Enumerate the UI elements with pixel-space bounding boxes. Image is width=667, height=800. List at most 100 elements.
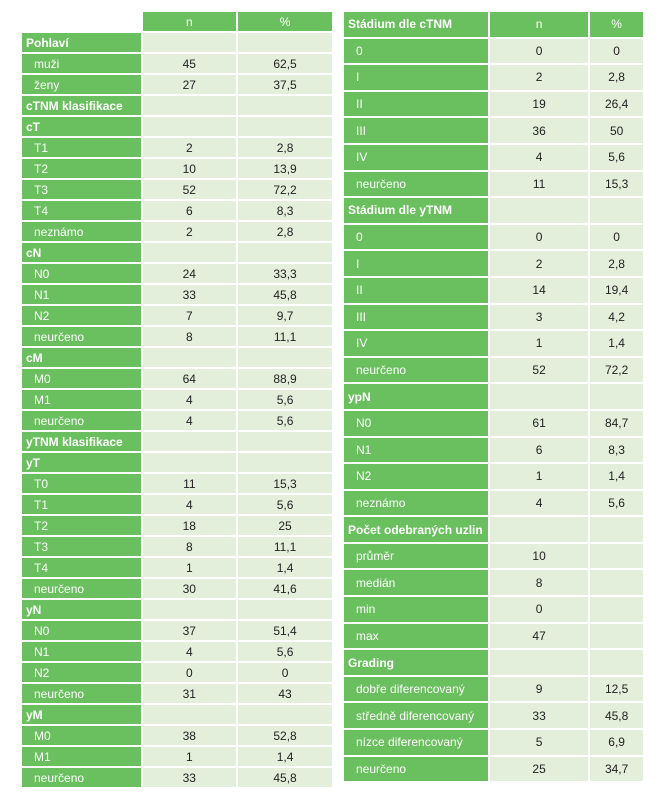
row-n bbox=[142, 432, 237, 451]
row-percent bbox=[238, 348, 332, 367]
table-row: IV 4 5,6 bbox=[344, 144, 643, 170]
row-percent: 8,3 bbox=[590, 437, 643, 463]
row-percent: 1,4 bbox=[590, 331, 643, 356]
table-row: N1 6 8,3 bbox=[344, 437, 643, 463]
row-n: 0 bbox=[489, 224, 589, 250]
table-row: N1 4 5,6 bbox=[22, 642, 332, 661]
row-percent: 43 bbox=[238, 684, 332, 703]
table-row: T3 8 11,1 bbox=[22, 537, 332, 556]
table-row: T2 10 13,9 bbox=[22, 159, 332, 178]
row-label: I bbox=[344, 251, 488, 276]
row-percent: 45,8 bbox=[590, 703, 643, 729]
row-percent: 45,8 bbox=[238, 285, 332, 304]
table-row: neurčeno 11 15,3 bbox=[344, 171, 643, 197]
row-label: M1 bbox=[22, 747, 141, 766]
row-label: neurčeno bbox=[22, 411, 141, 430]
row-percent: 2,8 bbox=[590, 251, 643, 276]
table-row: ženy 27 37,5 bbox=[22, 75, 332, 94]
row-label: neurčeno bbox=[344, 357, 488, 383]
row-n: 11 bbox=[142, 474, 237, 493]
row-n: 10 bbox=[489, 543, 589, 569]
row-n: 25 bbox=[489, 756, 589, 782]
section-row: yT bbox=[22, 453, 332, 472]
row-percent bbox=[238, 117, 332, 136]
row-percent: 1,4 bbox=[238, 747, 332, 766]
table-row: M0 64 88,9 bbox=[22, 369, 332, 388]
row-label: N0 bbox=[344, 410, 488, 436]
row-label: cM bbox=[22, 348, 141, 367]
table-row: nízce diferencovaný 5 6,9 bbox=[344, 730, 643, 755]
row-n bbox=[489, 517, 589, 542]
row-label: cN bbox=[22, 243, 141, 262]
row-n: 0 bbox=[489, 38, 589, 64]
row-label: min bbox=[344, 597, 488, 622]
table-row: N0 24 33,3 bbox=[22, 264, 332, 283]
table-row: neurčeno 25 34,7 bbox=[344, 756, 643, 782]
row-percent: 0 bbox=[590, 224, 643, 250]
section-row: cTNM klasifikace bbox=[22, 96, 332, 115]
row-n bbox=[142, 117, 237, 136]
row-n: 24 bbox=[142, 264, 237, 283]
row-label: neurčeno bbox=[22, 579, 141, 598]
row-n: 2 bbox=[489, 251, 589, 276]
section-row: cM bbox=[22, 348, 332, 367]
row-percent: 62,5 bbox=[238, 54, 332, 73]
header-n: n bbox=[142, 12, 237, 31]
row-label: II bbox=[344, 91, 488, 117]
row-percent: 33,3 bbox=[238, 264, 332, 283]
row-label: III bbox=[344, 304, 488, 330]
table-row: T4 6 8,3 bbox=[22, 201, 332, 220]
row-percent: 72,2 bbox=[238, 180, 332, 199]
row-n: 64 bbox=[142, 369, 237, 388]
row-n: 4 bbox=[142, 642, 237, 661]
section-row: yM bbox=[22, 705, 332, 724]
row-label: T4 bbox=[22, 201, 141, 220]
row-label: I bbox=[344, 65, 488, 90]
table-row: neurčeno 33 45,8 bbox=[22, 768, 332, 787]
row-percent: 2,8 bbox=[238, 138, 332, 157]
row-percent: 11,1 bbox=[238, 537, 332, 556]
row-label: muži bbox=[22, 54, 141, 73]
row-label: N0 bbox=[22, 621, 141, 640]
row-n: 31 bbox=[142, 684, 237, 703]
row-label: N2 bbox=[22, 663, 141, 682]
row-n: 8 bbox=[142, 327, 237, 346]
left-table: n% Pohlaví muži 45 62,5 ženy 27 37,5 cTNM klasif… bbox=[20, 10, 334, 789]
row-percent: 5,6 bbox=[590, 490, 643, 516]
row-percent: 5,6 bbox=[238, 411, 332, 430]
table-row: T1 4 5,6 bbox=[22, 495, 332, 514]
row-n bbox=[142, 453, 237, 472]
row-label: T1 bbox=[22, 495, 141, 514]
row-percent: 51,4 bbox=[238, 621, 332, 640]
row-label: T3 bbox=[22, 537, 141, 556]
row-label: ypN bbox=[344, 384, 488, 409]
row-percent: 84,7 bbox=[590, 410, 643, 436]
row-percent bbox=[590, 597, 643, 622]
row-label: neznámo bbox=[344, 490, 488, 516]
table-row: dobře diferencovaný 9 12,5 bbox=[344, 676, 643, 702]
row-percent: 4,2 bbox=[590, 304, 643, 330]
row-n: 4 bbox=[489, 490, 589, 516]
table-row: středně diferencovaný 33 45,8 bbox=[344, 703, 643, 729]
table-row: průměr 10 bbox=[344, 543, 643, 569]
row-n: 2 bbox=[142, 138, 237, 157]
right-table: Stádium dle cTNM n% 0 0 0 I 2 2,8 II 19 26,4 III 36 5… bbox=[342, 10, 645, 783]
row-n: 47 bbox=[489, 623, 589, 649]
row-n: 2 bbox=[489, 65, 589, 90]
row-label: IV bbox=[344, 144, 488, 170]
row-percent: 5,6 bbox=[590, 144, 643, 170]
row-percent: 1,4 bbox=[238, 558, 332, 577]
row-n: 14 bbox=[489, 277, 589, 303]
row-percent: 0 bbox=[590, 38, 643, 64]
section-row: ypN bbox=[344, 384, 643, 409]
table-row: II 14 19,4 bbox=[344, 277, 643, 303]
row-label: 0 bbox=[344, 38, 488, 64]
row-label: medián bbox=[344, 570, 488, 596]
table-row: min 0 bbox=[344, 597, 643, 622]
row-n: 0 bbox=[142, 663, 237, 682]
row-label: nízce diferencovaný bbox=[344, 730, 488, 755]
row-n bbox=[142, 33, 237, 52]
row-percent: 6,9 bbox=[590, 730, 643, 755]
row-n: 4 bbox=[489, 144, 589, 170]
